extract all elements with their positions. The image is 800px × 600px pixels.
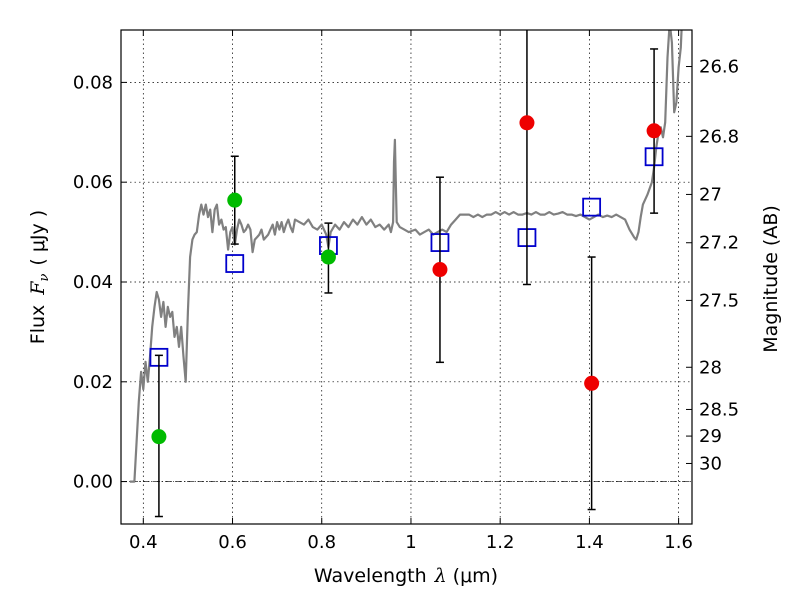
x-tick-label: 1.6 <box>664 532 693 553</box>
x-axis-title-text: Wavelength <box>314 565 427 587</box>
magnitude-tick-label: 27.5 <box>699 290 739 311</box>
x-axis-title: Wavelength λ (μm) <box>314 565 498 587</box>
x-tick-label: 0.6 <box>218 532 247 553</box>
y-axis-title: Flux Fν ( μJy ) <box>27 210 52 344</box>
non-detection-point <box>584 375 600 391</box>
non-detection-point <box>432 262 448 278</box>
non-detection-point <box>646 123 662 139</box>
y-axis-title-subscript: ν <box>37 274 52 282</box>
y-axis-title-symbol: F <box>27 281 49 296</box>
magnitude-tick-label: 30 <box>699 453 722 474</box>
magnitude-tick-label: 26.8 <box>699 126 739 147</box>
magnitude-tick-label: 29 <box>699 426 722 447</box>
y-tick-label: 0.00 <box>73 472 113 493</box>
y-tick-label: 0.08 <box>73 72 113 93</box>
x-axis: 0.4 0.6 0.8 1 1.2 1.4 1.6 <box>129 30 693 553</box>
magnitude-tick-label: 26.6 <box>699 57 739 78</box>
y-tick-label: 0.06 <box>73 172 113 193</box>
x-tick-label: 1.2 <box>486 532 515 553</box>
y-axis: 0.00 0.02 0.04 0.06 0.08 <box>73 72 127 493</box>
x-tick-label: 1.4 <box>575 532 604 553</box>
y-axis-title-unit: ( μJy ) <box>27 210 49 266</box>
grid <box>121 30 692 524</box>
x-tick-label: 0.4 <box>129 532 158 553</box>
magnitude-tick-label: 27 <box>699 184 722 205</box>
data-layer <box>129 30 683 518</box>
x-axis-title-symbol: λ <box>434 565 447 587</box>
model-flux-square <box>582 197 602 217</box>
model-flux-square <box>225 254 245 273</box>
magnitude-tick-label: 27.2 <box>699 233 739 254</box>
magnitude-axis: 26.6 26.8 27 27.2 27.5 28 28.5 29 30 <box>686 57 739 474</box>
y-tick-label: 0.04 <box>73 272 113 293</box>
y-tick-label: 0.02 <box>73 372 113 393</box>
x-axis-title-unit: (μm) <box>453 565 498 587</box>
y-axis-title-text: Flux <box>27 305 49 345</box>
x-tick-label: 0.8 <box>307 532 336 553</box>
plot-frame <box>120 29 693 525</box>
x-tick-label: 1 <box>405 532 416 553</box>
plot-area <box>121 30 692 524</box>
detection-point <box>227 192 243 208</box>
detection-point <box>151 429 167 445</box>
magnitude-tick-label: 28 <box>699 357 722 378</box>
magnitude-tick-label: 28.5 <box>699 399 739 420</box>
detection-point <box>320 249 336 265</box>
non-detection-point <box>519 115 535 131</box>
magnitude-axis-title: Magnitude (AB) <box>760 205 782 353</box>
